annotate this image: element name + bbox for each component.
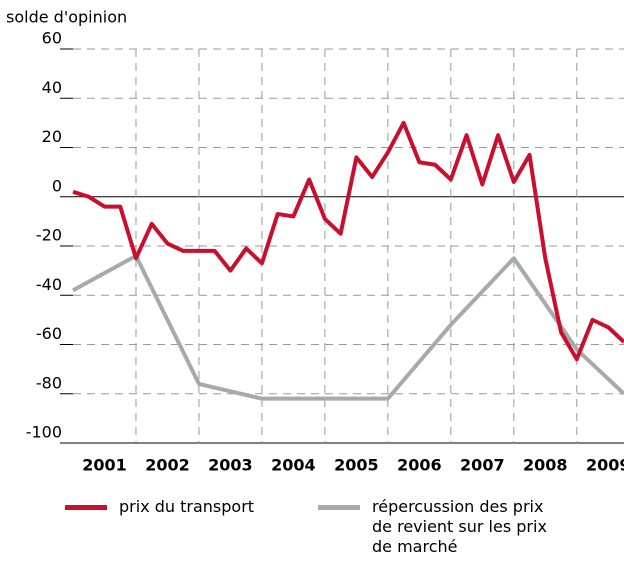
y-tick-label: -20 — [36, 226, 62, 245]
x-tick-label: 2008 — [523, 456, 568, 475]
x-tick-label: 2009 — [586, 456, 624, 475]
y-tick-label: -100 — [26, 423, 62, 442]
y-tick-label: -40 — [36, 275, 62, 294]
y-tick-label: 60 — [42, 29, 62, 48]
x-tick-label: 2007 — [460, 456, 505, 475]
legend-item: prix du transport — [65, 497, 254, 517]
chart: solde d'opinion -100 -80 -60 -40 -20 0 20 40 60 2… — [6, 8, 624, 475]
x-tick-label: 2006 — [397, 456, 442, 475]
y-tick-label: -60 — [36, 324, 62, 343]
legend-swatch — [65, 505, 107, 510]
y-tick-label: 40 — [42, 78, 62, 97]
x-tick-label: 2003 — [208, 456, 253, 475]
chart-title: solde d'opinion — [6, 8, 127, 27]
series-line — [72, 253, 624, 401]
x-tick-label: 2005 — [334, 456, 379, 475]
legend-label: prix du transport — [119, 497, 255, 516]
legend-item: répercussion des prix de revient sur les… — [318, 497, 547, 557]
y-tick-label: 0 — [52, 176, 62, 195]
x-tick-label: 2001 — [82, 456, 127, 475]
legend-label: répercussion des prix de revient sur les… — [372, 497, 547, 556]
y-tick-label: 20 — [42, 127, 62, 146]
x-tick-label: 2004 — [271, 456, 316, 475]
y-tick-label: -80 — [36, 373, 62, 392]
legend-swatch — [318, 505, 360, 510]
series-line — [72, 120, 624, 362]
x-tick-label: 2002 — [145, 456, 190, 475]
